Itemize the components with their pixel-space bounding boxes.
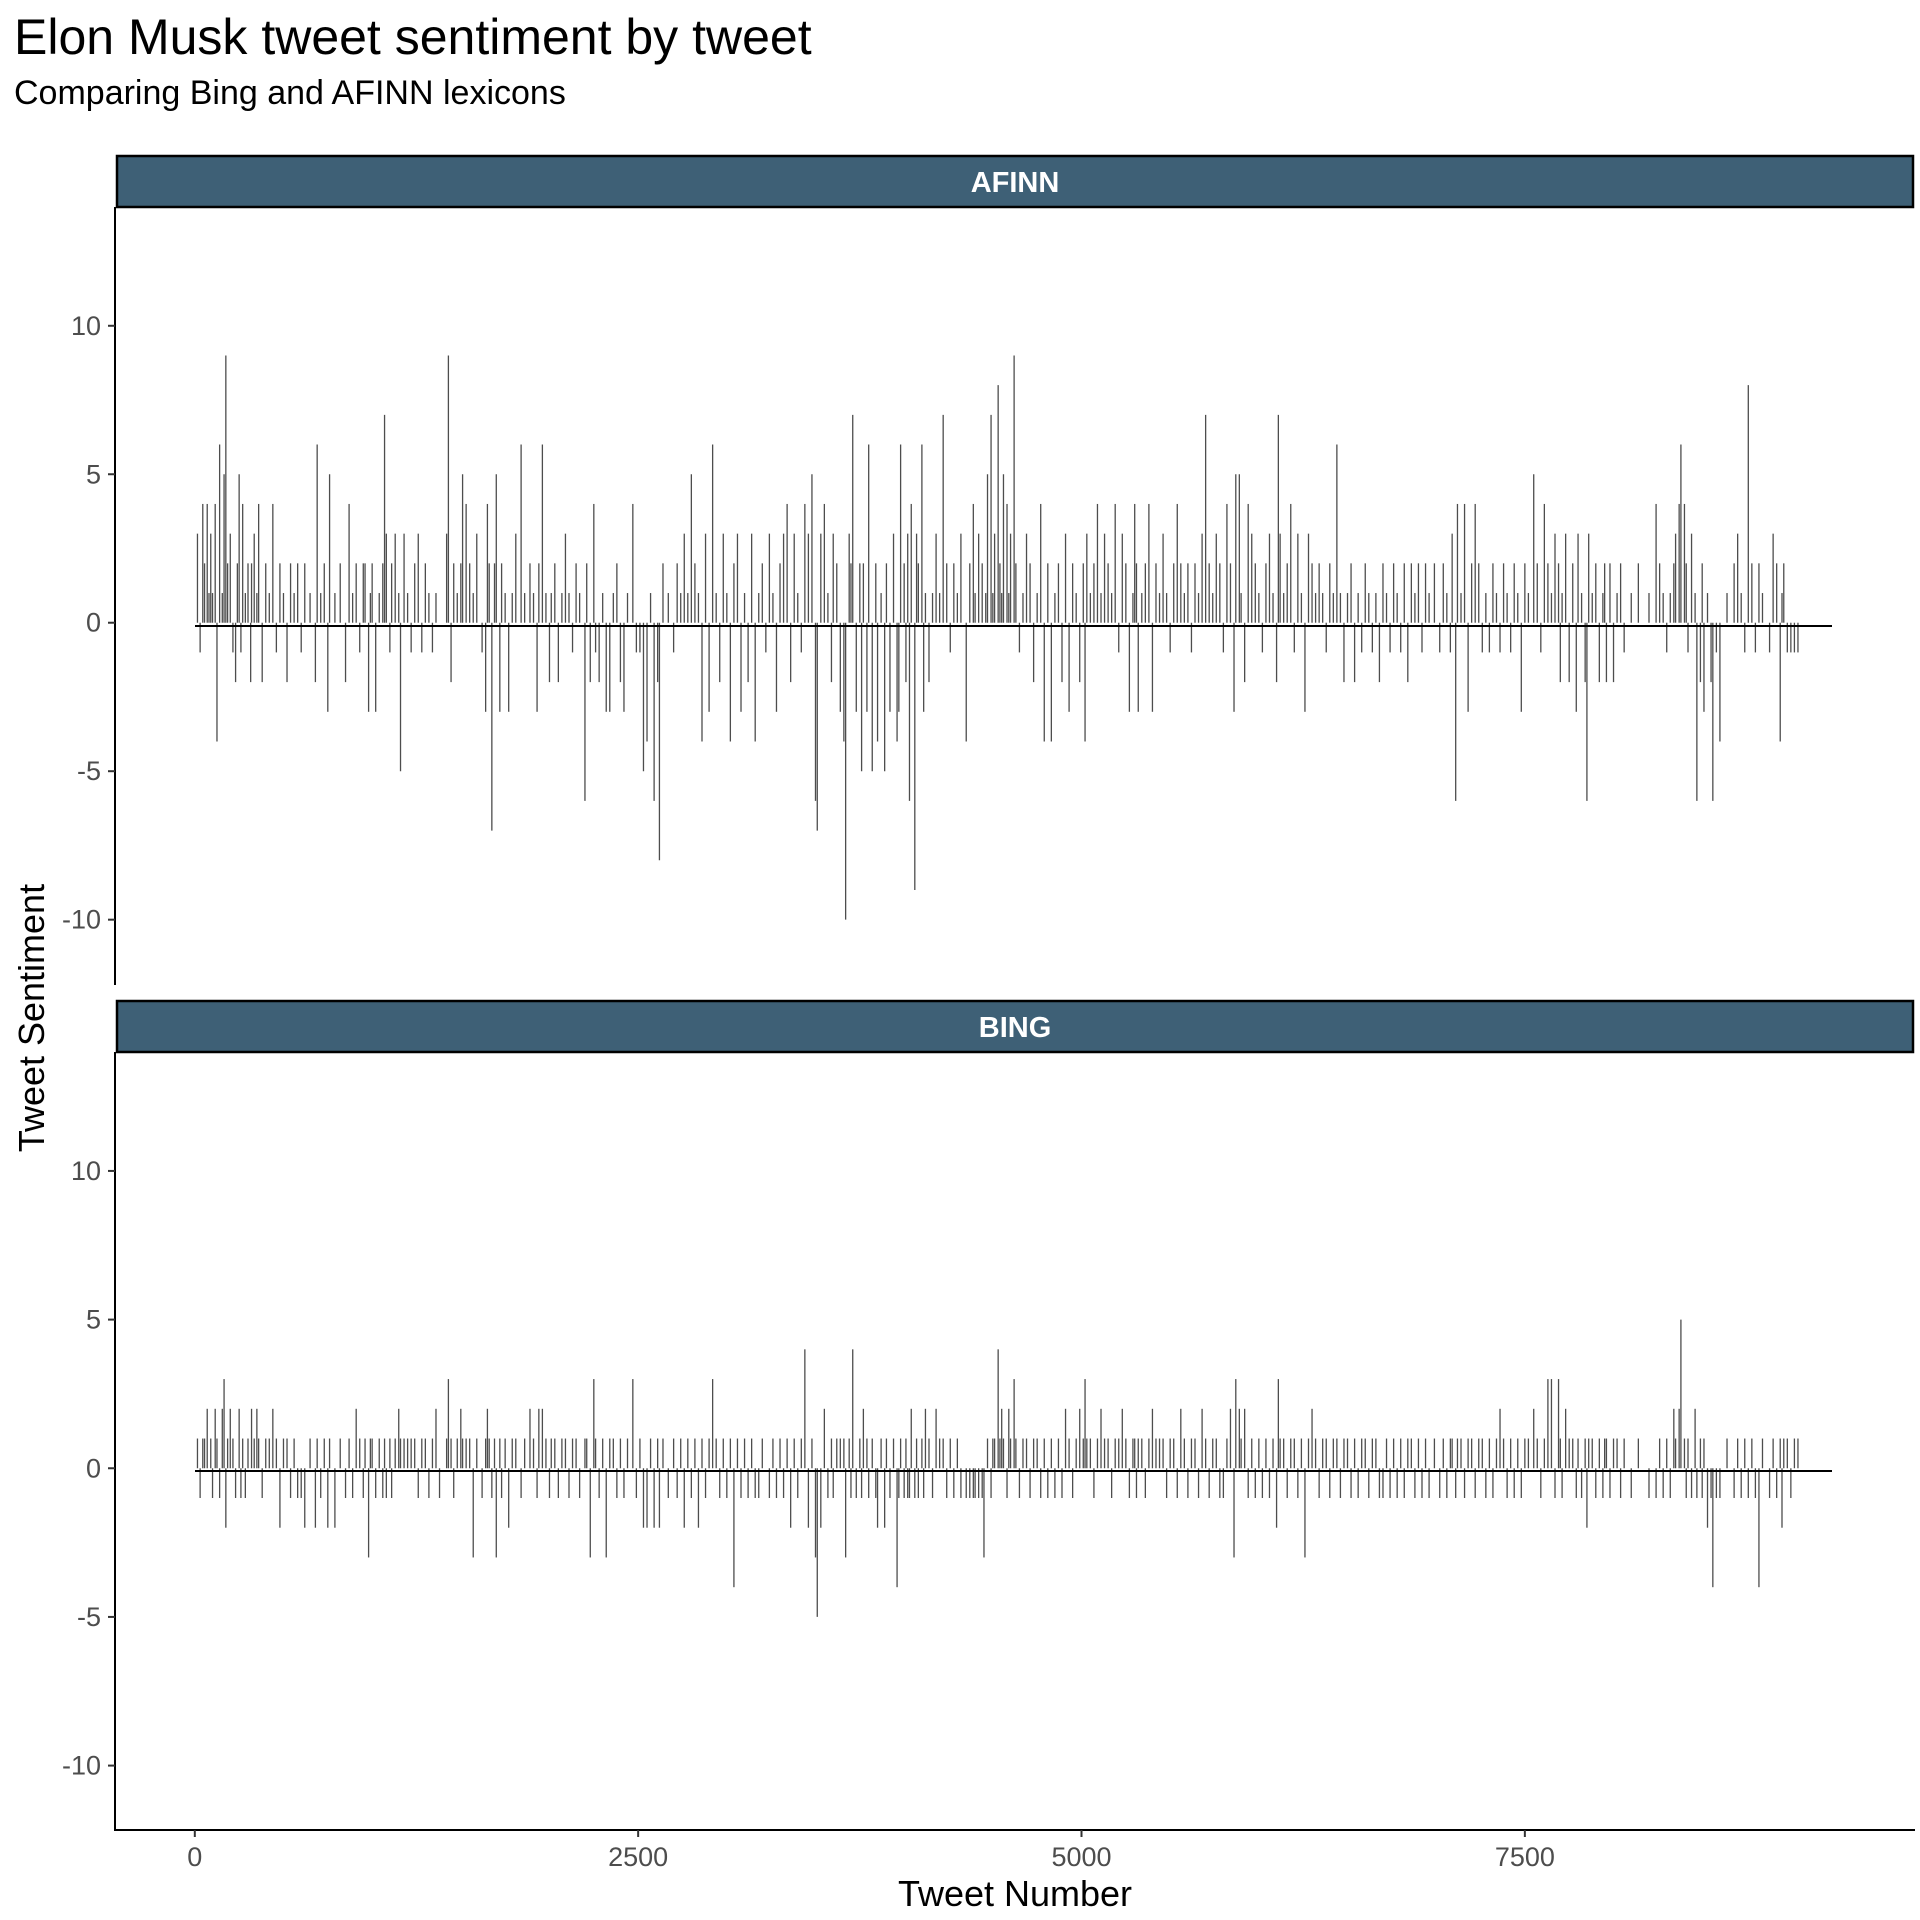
x-tick-label: 7500	[1495, 1842, 1555, 1872]
x-tick-label: 2500	[608, 1842, 668, 1872]
facet-strip-afinn	[115, 154, 1915, 209]
y-tick-label: 0	[86, 608, 101, 638]
x-tick-label: 0	[187, 1842, 202, 1872]
facet-panel-bing: BING -10 -5 0 5 10 0 2500 5000 7500	[62, 999, 1915, 1872]
y-tick-label: -10	[62, 1751, 101, 1781]
facet-strip-label-afinn: AFINN	[971, 167, 1060, 199]
y-tick-label: 0	[86, 1453, 101, 1483]
y-tick-label: 10	[71, 1156, 101, 1186]
x-tick-label: 5000	[1051, 1842, 1111, 1872]
x-axis-title: Tweet Number	[898, 1873, 1132, 1914]
chart-subtitle: Comparing Bing and AFINN lexicons	[14, 74, 566, 112]
bing-bars	[196, 1319, 1799, 1617]
y-axis-title: Tweet Sentiment	[11, 884, 52, 1152]
y-tick-label: -5	[77, 1602, 101, 1632]
y-tick-label: 10	[71, 311, 101, 341]
chart-title: Elon Musk tweet sentiment by tweet	[14, 9, 812, 65]
afinn-y-ticks: -10 -5 0 5 10	[62, 311, 115, 935]
y-tick-label: -10	[62, 905, 101, 935]
facet-panel-afinn: AFINN -10 -5 0 5 10	[62, 154, 1915, 985]
facet-strip-label-bing: BING	[979, 1012, 1052, 1044]
bing-y-ticks: -10 -5 0 5 10	[62, 1156, 115, 1781]
x-ticks: 0 2500 5000 7500	[187, 1830, 1555, 1872]
y-tick-label: 5	[86, 459, 101, 489]
afinn-bars	[196, 355, 1799, 920]
y-tick-label: 5	[86, 1305, 101, 1335]
y-tick-label: -5	[77, 756, 101, 786]
facet-strip-bing	[115, 999, 1915, 1054]
